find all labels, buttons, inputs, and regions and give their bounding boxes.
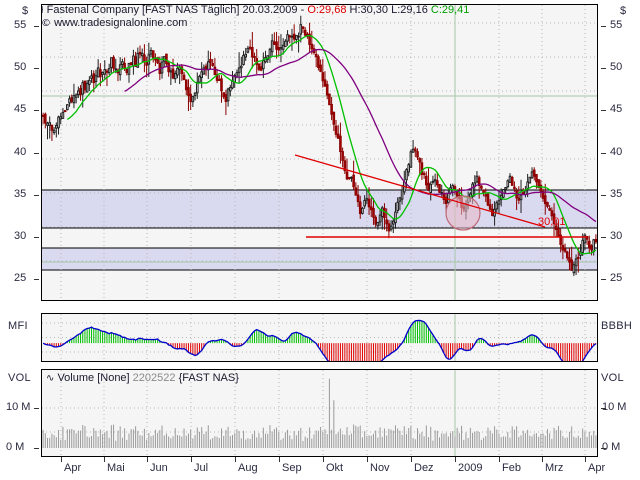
currency-symbol-right: $	[620, 5, 627, 17]
price-y-tick: 50	[14, 61, 27, 74]
x-tick-mark	[235, 457, 236, 462]
volume-y-tick: 10 M	[6, 401, 31, 413]
x-axis-tick: Nov	[370, 462, 390, 474]
price-y-tick-mark	[34, 278, 39, 280]
x-tick-mark	[61, 457, 62, 462]
price-chart-canvas	[42, 5, 597, 300]
price-y-tick: 35	[610, 187, 623, 200]
x-tick-mark	[279, 457, 280, 462]
x-tick-mark	[147, 457, 148, 462]
x-tick-mark	[542, 457, 543, 462]
x-tick-mark	[585, 457, 586, 462]
x-axis-tick: Mai	[107, 462, 125, 474]
volume-series-name: Volume [None]	[57, 372, 130, 384]
x-tick-mark	[455, 457, 456, 462]
price-y-tick-mark	[601, 68, 606, 70]
x-axis-tick: Okt	[326, 462, 344, 474]
price-y-tick-mark	[34, 110, 39, 112]
x-axis-tick: Jun	[150, 462, 168, 474]
volume-y-tick: 10 M	[602, 401, 627, 413]
price-y-tick-mark	[601, 278, 606, 280]
volume-header: ∿ Volume [None] 2202522 {FAST NAS}	[46, 372, 239, 384]
x-tick-mark	[323, 457, 324, 462]
x-tick-mark	[411, 457, 412, 462]
x-axis-tick: Jul	[194, 462, 209, 474]
volume-value: 2202522	[132, 372, 176, 384]
price-y-tick: 30	[610, 229, 623, 242]
x-axis-tick: Mrz	[545, 462, 564, 474]
price-y-tick-mark	[601, 152, 606, 154]
price-y-tick: 55	[14, 19, 27, 32]
volume-y-tick-mark	[601, 408, 606, 409]
highlight-ellipse	[445, 195, 481, 231]
price-y-tick-mark	[601, 194, 606, 196]
volume-y-tick-mark	[601, 448, 606, 449]
x-axis-tick: Aug	[238, 462, 258, 474]
price-y-tick-mark	[601, 26, 606, 28]
volume-canvas	[42, 370, 597, 456]
volume-y-tick: 0 M	[6, 441, 25, 453]
price-y-tick: 30	[14, 229, 27, 242]
price-y-tick-mark	[601, 110, 606, 112]
price-y-tick-mark	[34, 26, 39, 28]
x-tick-mark	[104, 457, 105, 462]
price-band-lower	[42, 248, 597, 270]
volume-y-tick-mark	[34, 408, 39, 409]
price-y-tick-mark	[34, 236, 39, 238]
x-axis-tick: Sep	[282, 462, 302, 474]
price-y-tick: 45	[14, 103, 27, 116]
mfi-canvas	[42, 314, 597, 361]
mfi-left-label: MFI	[8, 320, 28, 332]
volume-y-tick: 0 M	[602, 441, 621, 453]
price-y-tick: 55	[610, 19, 623, 32]
price-y-tick: 40	[610, 145, 623, 158]
volume-right-label: VOL	[601, 372, 624, 384]
price-y-tick-mark	[34, 152, 39, 154]
x-axis-tick: 2009	[458, 462, 483, 474]
x-tick-mark	[499, 457, 500, 462]
x-tick-mark	[191, 457, 192, 462]
x-axis-tick: Apr	[64, 462, 82, 474]
price-annotation-label: 30,01	[538, 216, 566, 228]
price-y-tick: 50	[610, 61, 623, 74]
currency-symbol-left: $	[22, 5, 29, 17]
volume-left-label: VOL	[8, 372, 31, 384]
downtrend-line	[294, 154, 546, 228]
volume-y-tick-mark	[34, 448, 39, 449]
volume-symbol: {FAST NAS}	[178, 372, 239, 384]
x-axis-tick: Apr	[588, 462, 606, 474]
x-tick-mark	[367, 457, 368, 462]
price-y-tick-mark	[34, 68, 39, 70]
wave-icon: ∿	[46, 373, 55, 384]
price-y-tick: 45	[610, 103, 623, 116]
x-axis-tick: Feb	[502, 462, 521, 474]
price-y-tick-mark	[601, 236, 606, 238]
mfi-right-label: BBBH	[601, 320, 633, 332]
price-y-tick: 40	[14, 145, 27, 158]
price-y-tick: 35	[14, 187, 27, 200]
price-y-tick-mark	[34, 194, 39, 196]
price-y-tick: 25	[14, 271, 27, 284]
price-y-tick: 25	[610, 271, 623, 284]
x-axis-tick: Dez	[414, 462, 434, 474]
